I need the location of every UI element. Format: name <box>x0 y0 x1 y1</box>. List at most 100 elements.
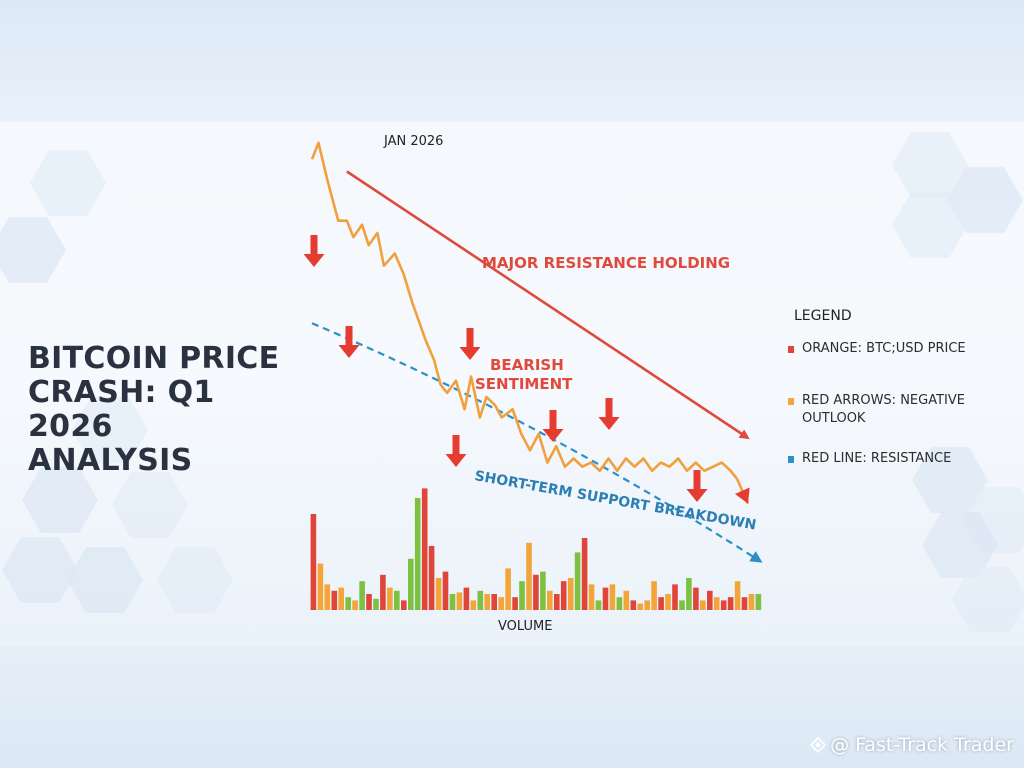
volume-bar <box>380 574 386 610</box>
volume-bar <box>686 578 692 610</box>
volume-bar <box>574 552 581 610</box>
hexagon-shape <box>892 132 968 198</box>
title-line-1: BITCOIN PRICE <box>28 341 280 376</box>
legend-swatch <box>788 346 794 353</box>
volume-bar <box>713 597 720 610</box>
volume-bar <box>734 581 741 610</box>
volume-bar <box>449 594 456 610</box>
legend-item-resistance: RED LINE: RESISTANCE <box>780 450 1012 468</box>
volume-bar <box>387 587 393 610</box>
volume-bar <box>428 546 435 610</box>
legend-item-arrows: RED ARROWS: NEGATIVE OUTLOOK <box>780 392 1012 428</box>
down-arrow-icon <box>598 398 620 430</box>
bearish-arrows <box>303 235 708 502</box>
down-arrow-icon <box>338 326 360 358</box>
volume-bar <box>526 542 532 610</box>
volume-bar <box>414 498 421 610</box>
volume-bar <box>373 598 379 610</box>
volume-bar <box>456 592 463 610</box>
price-line <box>310 141 750 505</box>
volume-bar <box>581 538 588 610</box>
hexagon-shape <box>2 537 78 603</box>
support-line <box>311 322 763 563</box>
volume-bar <box>693 587 699 610</box>
volume-bar <box>609 584 616 610</box>
legend-item-price: ORANGE: BTC;USD PRICE <box>780 340 1012 358</box>
legend-swatch <box>788 398 794 405</box>
volume-bar <box>359 581 365 610</box>
volume-bar <box>421 488 428 610</box>
legend-title: LEGEND <box>794 308 852 324</box>
volume-bar <box>533 574 539 610</box>
legend-swatch <box>788 456 794 463</box>
hexagon-shape <box>67 547 143 613</box>
down-arrow-icon <box>686 470 708 502</box>
legend-label: ORANGE: BTC;USD PRICE <box>802 341 966 356</box>
hexagon-shape <box>157 547 233 613</box>
volume-bar <box>519 581 525 610</box>
volume-bar <box>727 597 734 610</box>
volume-bar <box>435 578 442 610</box>
volume-bar <box>401 600 407 610</box>
volume-bar <box>442 571 449 610</box>
volume-bar <box>700 600 706 610</box>
volume-bar <box>616 597 623 610</box>
volume-bar <box>331 590 338 610</box>
annotation-bearish-line2: SENTIMENT <box>475 375 573 393</box>
volume-bar <box>491 594 497 610</box>
volume-bar <box>463 587 470 610</box>
volume-bar <box>644 600 650 610</box>
hexagon-shape <box>952 567 1024 633</box>
hexagon-shape <box>22 467 98 533</box>
volume-bar <box>498 597 504 610</box>
volume-bar <box>679 600 685 610</box>
volume-bar <box>394 590 400 610</box>
volume-bar <box>408 558 414 610</box>
hexagon-shape <box>30 150 106 216</box>
volume-bar <box>470 600 477 610</box>
volume-bar <box>567 578 574 610</box>
price-arrowhead <box>735 487 750 504</box>
volume-bar <box>484 594 490 610</box>
volume-bar <box>338 587 344 610</box>
volume-bars <box>310 488 762 610</box>
volume-bar <box>317 563 324 610</box>
price-arrowhead-shape <box>735 487 750 504</box>
volume-axis-label: VOLUME <box>498 619 552 634</box>
diamond-logo-icon <box>810 737 827 753</box>
title-line-3: ANALYSIS <box>28 443 193 478</box>
legend: LEGEND ORANGE: BTC;USD PRICE RED ARROWS:… <box>780 308 1010 466</box>
volume-bar <box>352 600 358 610</box>
watermark-text: @ Fast-Track Trader <box>830 734 1014 756</box>
volume-bar <box>602 587 609 610</box>
hexagon-shape <box>892 192 968 258</box>
legend-label: RED LINE: RESISTANCE <box>802 451 952 466</box>
volume-bar <box>630 600 637 610</box>
volume-bar <box>588 584 595 610</box>
hexagon-shape <box>0 217 66 283</box>
volume-bar <box>707 590 713 610</box>
volume-bar <box>547 590 553 610</box>
volume-bar <box>560 581 567 610</box>
volume-bar <box>637 603 643 610</box>
hexagon-shape <box>112 472 188 538</box>
annotation-bearish: BEARISH SENTIMENT <box>475 356 573 393</box>
volume-bar <box>595 600 602 610</box>
volume-bar <box>665 594 671 610</box>
watermark: @ Fast-Track Trader <box>810 734 1014 756</box>
volume-bar <box>540 571 546 610</box>
volume-bar <box>512 597 518 610</box>
volume-bar <box>324 584 331 610</box>
volume-bar <box>310 514 317 610</box>
legend-label: RED ARROWS: NEGATIVE OUTLOOK <box>802 393 965 426</box>
volume-bar <box>658 597 664 610</box>
volume-bar <box>748 594 755 610</box>
down-arrow-icon <box>445 435 467 467</box>
volume-bar <box>672 584 678 610</box>
hexagon-shape <box>947 167 1023 233</box>
volume-bar <box>651 581 657 610</box>
down-arrow-icon <box>542 410 564 442</box>
volume-bar <box>623 590 630 610</box>
volume-bar <box>477 590 484 610</box>
